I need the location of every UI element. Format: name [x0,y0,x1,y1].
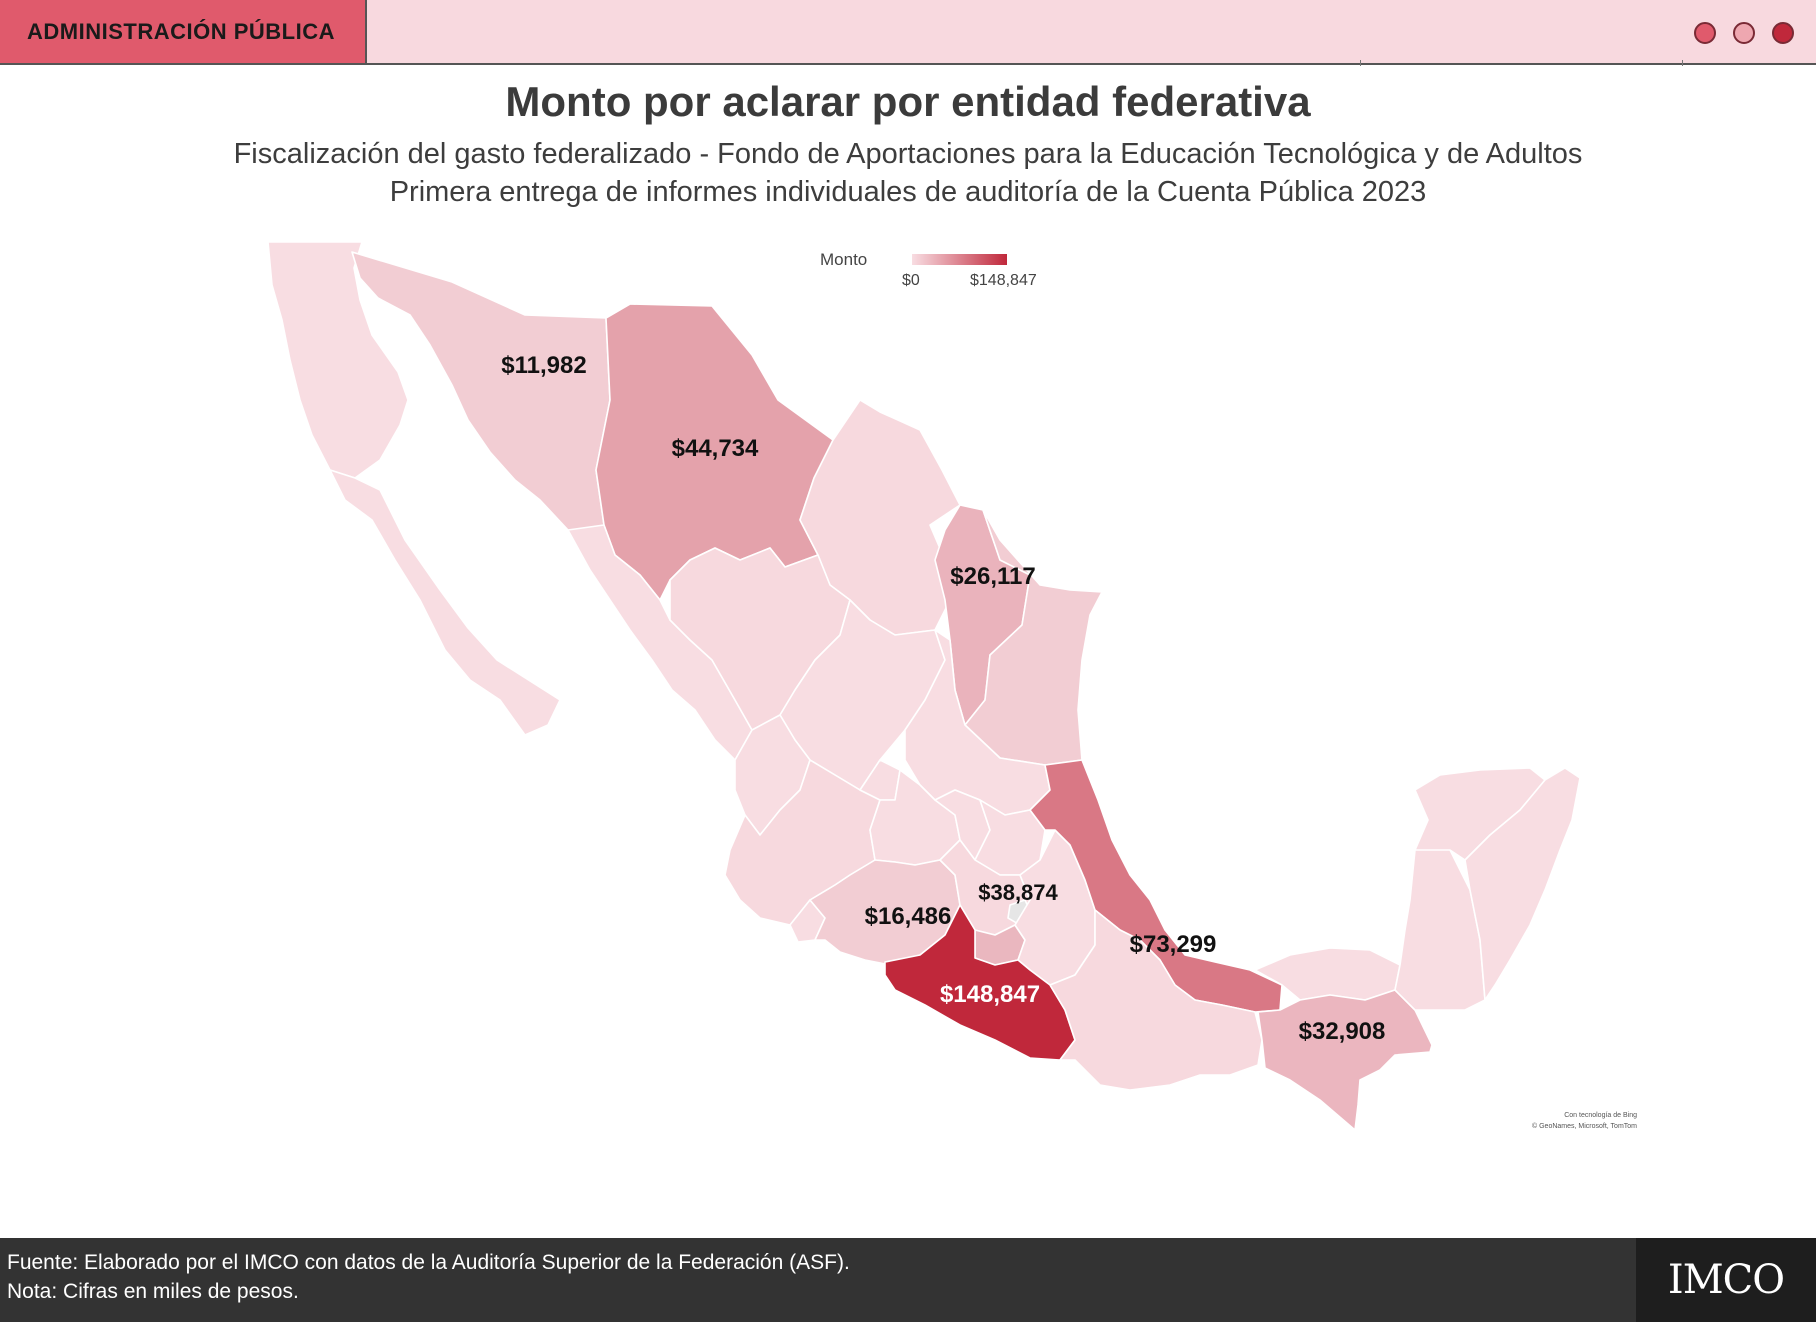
top-bar: ADMINISTRACIÓN PÚBLICA [0,0,1816,66]
footer: Fuente: Elaborado por el IMCO con datos … [0,1238,1816,1322]
region-quintana-roo [1464,767,1581,1001]
region-label-morelos: $38,874 [978,880,1058,905]
dot-3 [1772,22,1794,44]
region-label-veracruz: $73,299 [1129,931,1217,958]
region-label-michoacan: $16,486 [864,903,952,930]
footer-source: Fuente: Elaborado por el IMCO con datos … [7,1251,850,1274]
imco-logo: IMCO [1636,1238,1816,1322]
region-label-chihuahua: $44,734 [671,435,759,462]
section-label: ADMINISTRACIÓN PÚBLICA [27,18,335,44]
map-credit-line-1: Con tecnología de Bing [1564,1112,1637,1119]
map-credit: Con tecnología de Bing © GeoNames, Micro… [1480,1110,1637,1132]
dot-2 [1733,22,1755,44]
subtitle-line-1: Fiscalización del gasto federalizado - F… [233,138,1583,170]
map-credit-line-2: © GeoNames, Microsoft, TomTom [1532,1123,1637,1130]
imco-logo-text: IMCO [1667,1257,1785,1303]
dot-1 [1694,22,1716,44]
legend-min-label: $0 [902,272,920,289]
map-area [0,215,1816,1155]
region-baja-california-sur [329,469,561,736]
region-label-guerrero: $148,847 [939,981,1041,1008]
region-yucatan [1414,767,1546,861]
divider-tick [1682,60,1683,66]
region-label-nuevo-leon: $26,117 [950,563,1036,590]
region-label-sonora: $11,982 [501,352,587,379]
footer-note: Nota: Cifras en miles de pesos. [7,1280,299,1303]
divider-tick [1360,60,1361,66]
window-dots [1694,22,1794,44]
region-coahuila [799,399,961,636]
legend-max-label: $148,847 [970,272,1037,289]
subtitle-line-2: Primera entrega de informes individuales… [389,176,1427,208]
region-baja-california [267,241,409,479]
region-chiapas [1257,989,1433,1131]
section-tab: ADMINISTRACIÓN PÚBLICA [0,0,367,63]
legend-gradient [912,254,1007,265]
mexico-map [267,241,1581,1131]
region-label-chiapas: $32,908 [1298,1018,1386,1045]
page-title: Monto por aclarar por entidad federativa [505,78,1311,125]
legend-title: Monto [820,250,868,269]
